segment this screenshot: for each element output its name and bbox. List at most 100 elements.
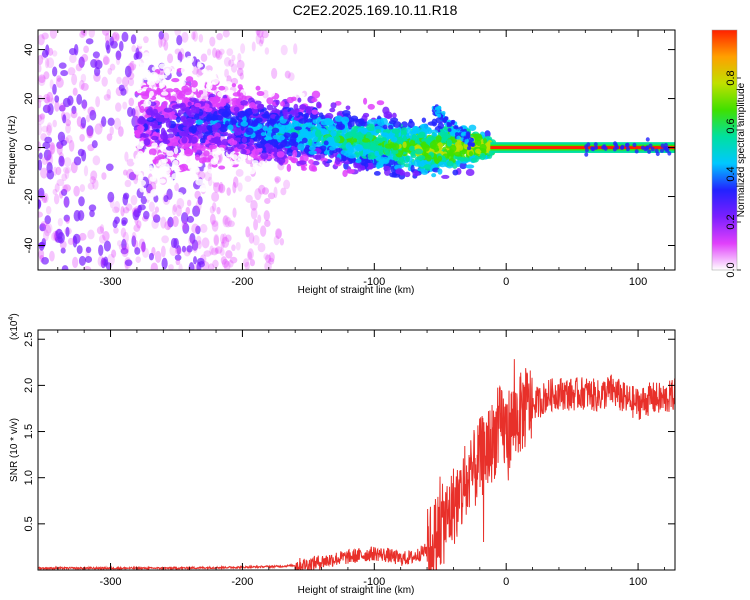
spectrogram-blob xyxy=(101,30,110,36)
spectrogram-blob xyxy=(122,169,128,176)
spectrogram-blob xyxy=(162,32,170,42)
spectrogram-blob xyxy=(162,65,172,73)
spectrogram-blob xyxy=(308,163,316,172)
snr-ytick: 2.5 xyxy=(23,332,675,347)
spectrogram-blob xyxy=(334,157,341,165)
svg-text:-40: -40 xyxy=(23,238,35,254)
spectrogram-blob xyxy=(112,206,120,214)
spectrogram-blob xyxy=(446,160,454,167)
spectrogram-blob xyxy=(86,125,94,137)
spectrogram-blob xyxy=(60,69,69,77)
spectrogram-blob xyxy=(195,200,202,212)
svg-text:-100: -100 xyxy=(363,276,385,288)
spectrogram-blob xyxy=(148,252,154,261)
spectrogram-blob xyxy=(155,128,160,133)
spectrogram-blob xyxy=(292,149,298,158)
spectrogram-blob xyxy=(231,154,238,161)
spectrogram-blob xyxy=(402,141,407,149)
spectrogram-blob xyxy=(95,96,101,108)
spectrogram-blob xyxy=(45,104,50,112)
spectrogram-blob xyxy=(111,249,117,258)
spectrogram-blob xyxy=(213,233,220,245)
spectrogram-blob xyxy=(363,97,368,105)
spectrogram-blob xyxy=(244,175,252,182)
spectrogram-blob xyxy=(366,123,376,132)
spectrogram-blob xyxy=(38,76,46,87)
spectrogram-blob xyxy=(162,143,167,150)
spectrogram-blob xyxy=(440,137,448,142)
spectrogram-blob xyxy=(367,152,377,160)
spectrogram-blob xyxy=(178,263,183,270)
spectrogram-blob xyxy=(63,214,70,222)
spectrogram-blob xyxy=(46,124,52,136)
spectrogram-blob xyxy=(263,210,270,221)
spectrogram-blob xyxy=(659,148,664,153)
spectrogram-blob xyxy=(247,155,252,161)
spectrogram-blob xyxy=(214,247,220,255)
spectrogram-blob xyxy=(624,142,629,148)
spectrogram-blob xyxy=(133,52,139,61)
spectrogram-blob xyxy=(222,30,230,38)
spectrogram-blob xyxy=(410,164,415,173)
snr-ytick: 1.0 xyxy=(23,470,675,485)
spectrogram-blob xyxy=(273,186,278,199)
spectrogram-blob xyxy=(45,205,52,215)
spectrogram-blob xyxy=(145,108,153,116)
spectrogram-blob xyxy=(265,254,272,263)
spectrogram-blob xyxy=(178,131,186,137)
snr-unit-label: (x104) xyxy=(8,313,20,340)
spectrogram-blob xyxy=(226,187,231,196)
spectrogram-blob xyxy=(150,120,159,128)
spectrogram-blob xyxy=(395,168,404,175)
spectrogram-blob xyxy=(40,167,48,179)
spectrogram-blob xyxy=(46,169,55,180)
spectrogram-blob xyxy=(385,133,391,140)
spectrogram-blob xyxy=(158,80,166,89)
spectrogram-blob xyxy=(154,76,160,84)
spectrogram-blob xyxy=(452,169,459,176)
spectrogram-blob xyxy=(49,79,54,90)
spectrogram-blob xyxy=(44,215,52,225)
spectrogram-blob xyxy=(195,225,201,235)
spectrogram-blob xyxy=(150,262,158,270)
snr-ytick: 0.5 xyxy=(23,516,675,531)
spectrogram-blob xyxy=(176,53,185,60)
spectrogram-blob xyxy=(54,95,60,103)
svg-text:2.5: 2.5 xyxy=(23,332,35,347)
spectrogram-blob xyxy=(200,53,208,63)
spectrogram-blob xyxy=(288,114,293,119)
spectrogram-blob xyxy=(104,32,110,44)
spectrogram-blob xyxy=(373,118,381,124)
spectrogram-blob xyxy=(86,114,91,123)
spectrogram-blob xyxy=(175,258,181,266)
spectrogram-blob xyxy=(137,95,142,102)
spectrogram-blob xyxy=(156,56,162,64)
svg-text:0.0: 0.0 xyxy=(725,262,737,277)
spectrogram-blob xyxy=(227,124,234,131)
spectrogram-blob xyxy=(222,215,230,228)
colorbar-tick: 0.8 xyxy=(725,70,741,86)
spectrogram-blob xyxy=(139,140,145,147)
snr-xtick: 100 xyxy=(629,330,647,588)
spectrogram-blob xyxy=(132,210,140,221)
spectrogram-blob xyxy=(41,257,49,265)
spectrogram-blob xyxy=(261,30,269,39)
spectrogram-blob xyxy=(224,216,232,228)
spectrogram-blob xyxy=(128,171,137,181)
spectrogram-blob xyxy=(77,210,85,221)
spectrogram-blob xyxy=(145,129,152,135)
spectrogram-blob xyxy=(474,148,482,154)
spectrogram-blob xyxy=(479,143,487,152)
spectrogram-blob xyxy=(203,166,209,173)
spectrogram-blob xyxy=(197,240,202,250)
spectrogram-blob xyxy=(437,122,445,130)
spectrogram-blob xyxy=(179,47,185,58)
spectrogram-blob xyxy=(614,142,619,148)
spectrogram-blob xyxy=(229,256,238,264)
spectrogram-blob xyxy=(216,33,223,41)
spectrogram-blob xyxy=(192,30,198,42)
spectrogram-blob xyxy=(133,59,142,65)
spectrogram-blob xyxy=(465,168,475,177)
spectrogram-blob xyxy=(390,117,399,123)
spectrogram-blob xyxy=(109,63,116,71)
